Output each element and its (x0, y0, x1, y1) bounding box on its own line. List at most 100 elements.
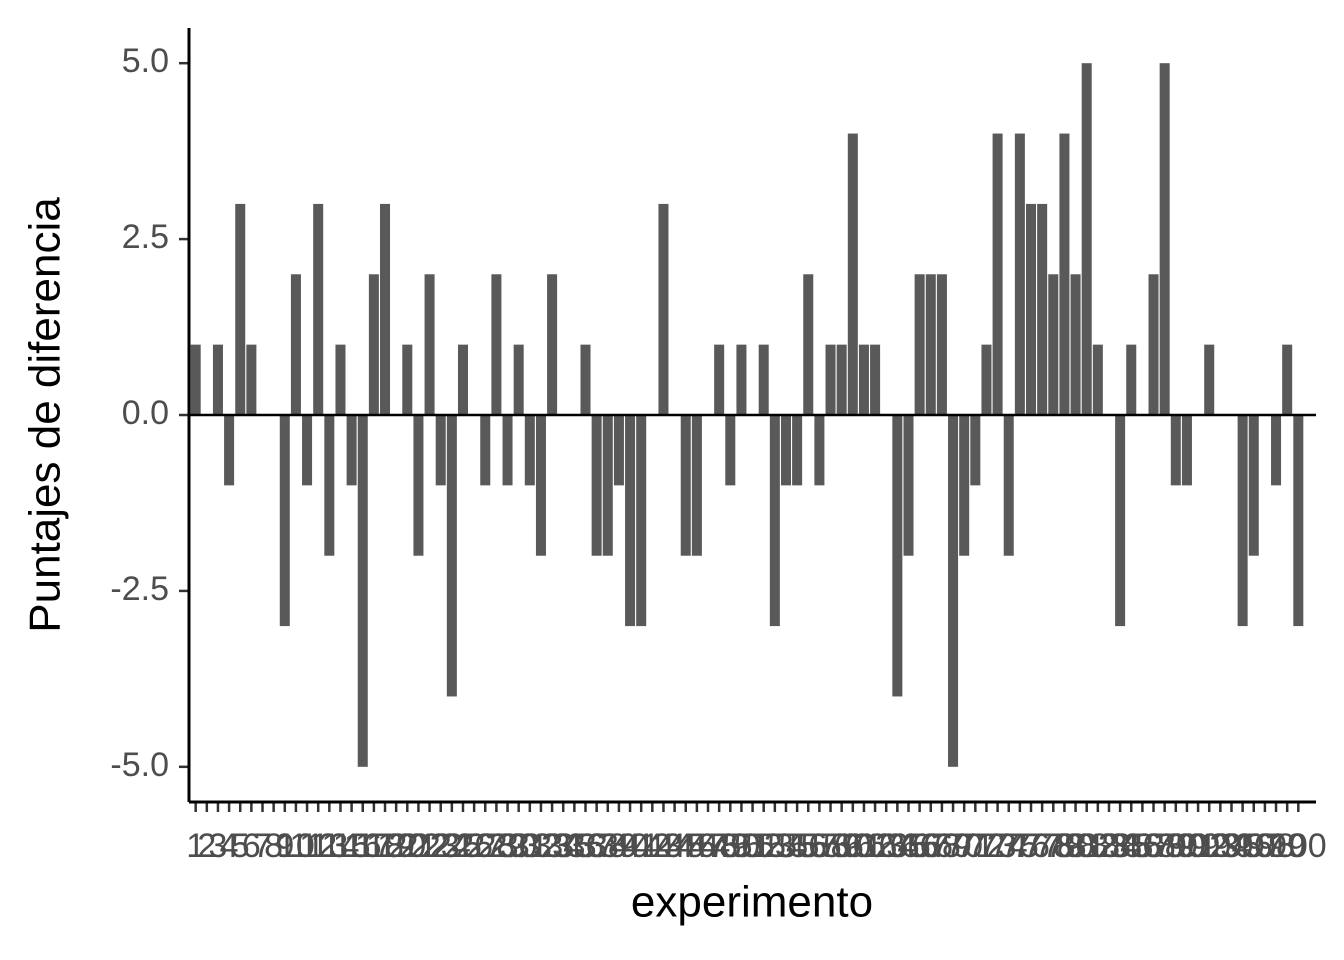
x-tick-label: 14 (322, 827, 360, 865)
x-tick-label: 95 (1224, 827, 1262, 865)
x-tick-label: 32 (522, 827, 560, 865)
bar (413, 415, 424, 556)
x-tick-label: 64 (878, 827, 916, 865)
x-tick-label: 94 (1213, 827, 1251, 865)
x-tick-label: 57 (800, 827, 838, 865)
x-tick-label: 21 (400, 827, 438, 865)
bar (914, 274, 925, 415)
x-tick-label: 93 (1201, 827, 1239, 865)
x-tick-label: 33 (533, 827, 571, 865)
bar (402, 344, 413, 415)
x-tick-label: 28 (477, 827, 515, 865)
y-tick-label: -2.5 (110, 570, 169, 608)
x-tick-label: 66 (901, 827, 939, 865)
x-tick-label: 89 (1157, 827, 1195, 865)
bar (190, 344, 201, 415)
x-tick-label: 70 (945, 827, 983, 865)
y-tick-label: -5.0 (110, 746, 169, 784)
bar (580, 344, 591, 415)
bar (1181, 415, 1192, 486)
bar (780, 415, 791, 486)
x-tick-label: 1 (186, 827, 205, 865)
x-tick-label: 76 (1012, 827, 1050, 865)
x-tick-label: 5 (231, 827, 250, 865)
bar (847, 133, 858, 415)
x-tick-label: 81 (1068, 827, 1106, 865)
x-tick-label: 54 (767, 827, 805, 865)
x-tick-label: 30 (500, 827, 538, 865)
x-tick-label: 61 (845, 827, 883, 865)
x-tick-label: 97 (1246, 827, 1284, 865)
x-tick-label: 9 (275, 827, 294, 865)
x-tick-label: 65 (890, 827, 928, 865)
x-tick-label: 84 (1101, 827, 1139, 865)
bar (457, 344, 468, 415)
x-tick-label: 13 (310, 827, 348, 865)
bar (212, 344, 223, 415)
x-tick-label: 45 (667, 827, 705, 865)
x-tick-label: 2 (197, 827, 216, 865)
bar (1081, 63, 1092, 415)
bar (335, 344, 346, 415)
x-tick-label: 96 (1235, 827, 1273, 865)
bar (1059, 133, 1070, 415)
x-tick-label: 77 (1023, 827, 1061, 865)
x-tick-label: 71 (956, 827, 994, 865)
x-tick-label: 92 (1190, 827, 1228, 865)
bar (870, 344, 881, 415)
x-tick-label: 53 (756, 827, 794, 865)
bar (814, 415, 825, 486)
bar (792, 415, 803, 486)
bar (491, 274, 502, 415)
bar (513, 344, 524, 415)
x-tick-label: 46 (678, 827, 716, 865)
x-tick-label: 43 (645, 827, 683, 865)
bar (324, 415, 335, 556)
x-tick-label: 31 (511, 827, 549, 865)
bar (636, 415, 647, 627)
bar (246, 344, 257, 415)
x-tick-label: 25 (444, 827, 482, 865)
bar (1014, 133, 1025, 415)
bar (1237, 415, 1248, 627)
bar (825, 344, 836, 415)
x-tick-label: 72 (968, 827, 1006, 865)
bar (1148, 274, 1159, 415)
x-axis-title: experimento (631, 878, 873, 927)
bar (435, 415, 446, 486)
x-tick-label: 62 (856, 827, 894, 865)
y-tick-label: 0.0 (122, 394, 169, 432)
x-tick-label: 60 (834, 827, 872, 865)
x-tick-label: 11 (289, 827, 324, 865)
x-tick-label: 40 (611, 827, 649, 865)
x-tick-label: 48 (700, 827, 738, 865)
x-tick-label: 58 (812, 827, 850, 865)
x-tick-label: 20 (388, 827, 426, 865)
bar (313, 203, 324, 415)
bar (591, 415, 602, 556)
y-tick-label: 2.5 (122, 218, 169, 256)
x-tick-label: 100 (1270, 827, 1327, 865)
bar (547, 274, 558, 415)
x-tick-label: 68 (923, 827, 961, 865)
bar (1115, 415, 1126, 627)
x-tick-label: 12 (299, 827, 337, 865)
x-tick-label: 4 (220, 827, 239, 865)
x-tick-label: 56 (789, 827, 827, 865)
bar (714, 344, 725, 415)
bar (1003, 415, 1014, 556)
bar (1293, 415, 1304, 627)
x-tick-label: 16 (344, 827, 382, 865)
x-tick-label: 38 (589, 827, 627, 865)
bar (235, 203, 246, 415)
x-tick-label: 86 (1123, 827, 1161, 865)
x-tick-label: 34 (544, 827, 582, 865)
x-tick-label: 82 (1079, 827, 1117, 865)
x-tick-label: 79 (1046, 827, 1084, 865)
bar (446, 415, 457, 697)
x-tick-label: 42 (633, 827, 671, 865)
bar (1070, 274, 1081, 415)
x-tick-label: 73 (979, 827, 1017, 865)
x-tick-label: 59 (823, 827, 861, 865)
bar (1248, 415, 1259, 556)
